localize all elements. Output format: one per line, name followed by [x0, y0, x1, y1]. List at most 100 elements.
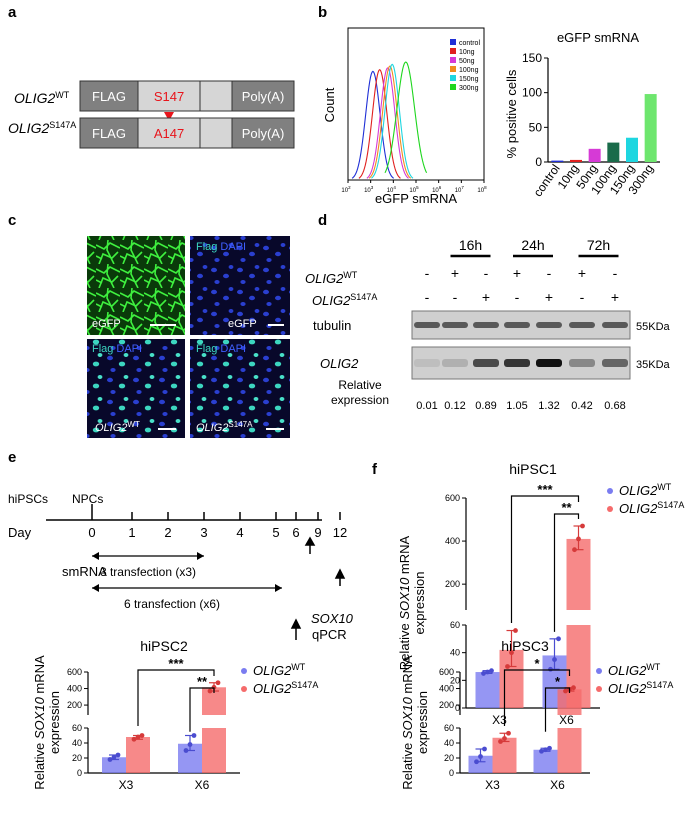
data-point — [513, 628, 518, 633]
data-point — [571, 685, 576, 691]
y-tick-label: 0 — [449, 768, 454, 778]
sox10-label: SOX10 — [311, 611, 354, 626]
mut-sign: + — [482, 289, 490, 305]
x-category-label: X6 — [195, 778, 210, 792]
tubulin-band — [536, 322, 562, 328]
y-tick-label: 20 — [450, 675, 460, 685]
panel-letter: c — [8, 212, 16, 229]
wt-sign: - — [425, 265, 430, 281]
olig2-band — [414, 359, 440, 367]
image-tile-mut — [190, 339, 290, 438]
data-point — [478, 754, 483, 759]
egfp-bar-300ng — [644, 94, 657, 162]
legend-label: 150ng — [459, 76, 479, 83]
site-label: A147 — [154, 126, 184, 141]
y-tick-label: 60 — [72, 723, 82, 733]
bar-OLIG2-WT-X6 — [533, 749, 558, 773]
histogram-xlabel: eGFP smRNA — [375, 191, 457, 206]
relative-value: 0.89 — [475, 400, 496, 412]
data-point — [111, 754, 117, 760]
mut-sign: - — [453, 289, 458, 305]
bar-OLIG2-S147A-X3 — [492, 737, 517, 773]
qpcr-title: hiPSC1 — [509, 461, 557, 477]
panel-letter: f — [372, 461, 378, 478]
relative-value: 1.05 — [506, 400, 527, 412]
data-point — [505, 664, 510, 669]
olig2-band — [473, 359, 499, 367]
qpcr-ylabel: Relative SOX10 mRNA — [400, 655, 415, 790]
legend-label: 10ng — [459, 49, 475, 56]
data-point — [498, 739, 503, 744]
bar-OLIG2-S147A-X3 — [126, 737, 150, 773]
wt-sign: + — [513, 265, 521, 281]
timeline-tick-label: 0 — [88, 525, 95, 540]
egfp-y-tick-label: 150 — [522, 51, 542, 65]
y-tick-label: 0 — [455, 703, 460, 713]
data-point — [481, 671, 486, 676]
legend-label: OLIG2S147A — [253, 680, 318, 696]
kda-label: 55KDa — [636, 321, 671, 333]
tile-label: OLIG2S147A — [196, 420, 253, 434]
bar-upper-OLIG2-S147A-X6 — [566, 538, 591, 610]
panel-letter: e — [8, 449, 16, 466]
legend-marker — [241, 686, 247, 692]
significance-bracket — [553, 513, 580, 632]
data-point — [107, 757, 113, 762]
bar-upper-OLIG2-S147A-X6 — [557, 689, 582, 715]
y-tick-label: 60 — [444, 723, 454, 733]
legend-swatch — [450, 75, 456, 81]
data-point — [543, 747, 548, 753]
histogram-tick-label: 104 — [387, 185, 397, 194]
flow-histogram: Count eGFP smRNA 102 103 104 105 106 107 108 co… — [322, 27, 487, 206]
panel-d: d OLIG2WT OLIG2S147A tubulin OLIG2 55KDa… — [305, 212, 671, 412]
timepoint-label: 16h — [459, 237, 482, 253]
bar-OLIG2-WT-X3 — [102, 757, 126, 773]
data-point — [139, 733, 145, 738]
y-tick-label: 0 — [77, 768, 82, 778]
bar-OLIG2-WT-X3 — [468, 755, 493, 773]
wt-sign: - — [547, 265, 552, 281]
y-tick-label: 200 — [67, 700, 82, 710]
timeline-tick-label: 3 — [200, 525, 207, 540]
egfp-bar-100ng — [607, 142, 620, 162]
y-tick-label: 20 — [72, 753, 82, 763]
up-arrow-icon — [290, 618, 302, 640]
legend-label: OLIG2S147A — [619, 500, 684, 516]
panel-a: a OLIG2WT FLAG S147 Poly(A) OLIG2S147A F… — [8, 4, 295, 149]
tile-label: eGFP — [228, 318, 257, 330]
data-point — [115, 752, 121, 758]
tile-channel-label: Flag DAPI — [196, 241, 246, 253]
y-tick-label: 400 — [67, 684, 82, 694]
significance-bracket — [544, 687, 571, 732]
egfp-y-tick-label: 50 — [529, 120, 543, 134]
polya-label: Poly(A) — [242, 89, 285, 104]
histogram-tick-label: 106 — [432, 185, 442, 194]
data-point — [576, 536, 581, 542]
panel-letter: d — [318, 212, 327, 229]
legend-label: 300ng — [459, 85, 479, 92]
s147-segment — [137, 80, 201, 112]
panel-e: e hiPSCs NPCs Day smRNA 3 transfection (… — [8, 449, 354, 642]
bar-lower-OLIG2-S147A-X6 — [202, 728, 226, 773]
construct-mut: OLIG2S147A FLAG A147 Poly(A) — [8, 117, 295, 149]
data-point — [580, 523, 585, 529]
tubulin-band — [569, 322, 595, 328]
y-tick-label: 400 — [439, 684, 454, 694]
legend-label: 100ng — [459, 67, 479, 74]
qpcr-ylabel: Relative SOX10 mRNA — [32, 655, 47, 790]
y-tick-label: 200 — [445, 579, 460, 589]
transfect6-label: 6 transfection (x6) — [124, 597, 220, 611]
tubulin-band — [473, 322, 499, 328]
relative-value: 0.01 — [416, 400, 437, 412]
qpcr-ylabel: Relative SOX10 mRNA — [397, 535, 412, 670]
data-point — [183, 748, 189, 753]
significance-bracket — [137, 669, 215, 726]
construct-wt: OLIG2WT FLAG S147 Poly(A) — [14, 80, 295, 112]
qpcr-ylabel-line2: expression — [415, 691, 430, 754]
wt-sign: - — [613, 265, 618, 281]
blot-label: OLIG2 — [320, 356, 359, 371]
construct-label: OLIG2S147A — [8, 120, 76, 136]
legend-marker — [607, 506, 613, 512]
